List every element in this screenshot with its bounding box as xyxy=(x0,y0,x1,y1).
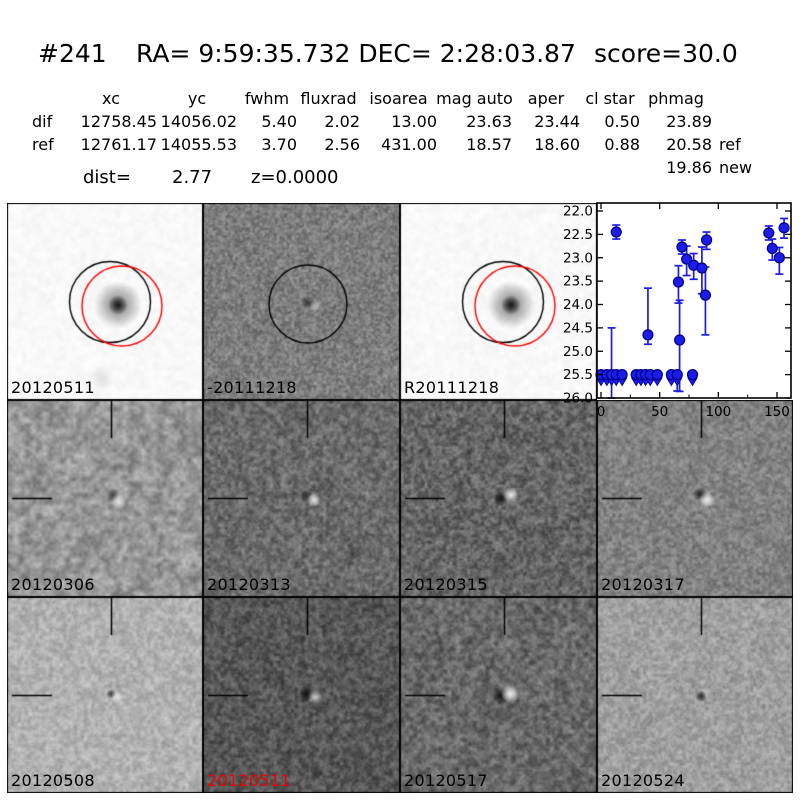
svg-text:100: 100 xyxy=(705,404,731,420)
dist-label: dist= xyxy=(83,167,131,188)
panel-date-label: 20120306 xyxy=(11,575,95,594)
lightcurve-plot: 0 50 100 150 22.0 22.5 23.0 23.5 24.0 24.5 25.0 25.… xyxy=(563,202,792,421)
panel-date-label: -20111218 xyxy=(207,378,297,397)
table-column-header: aper xyxy=(527,89,565,108)
table-cell: 19.86 xyxy=(666,158,712,177)
table-cell: 13.00 xyxy=(391,112,437,131)
stamp-image-20120511 xyxy=(203,597,400,793)
stamp-image-20120517 xyxy=(400,597,597,793)
svg-text:24.0: 24.0 xyxy=(563,297,593,313)
redshift-value: z=0.0000 xyxy=(251,167,339,188)
table-column-header: fwhm xyxy=(244,89,290,108)
table-cell: 23.44 xyxy=(534,112,580,131)
stamp-image-20120524 xyxy=(597,597,793,793)
panel-date-label: 20120524 xyxy=(601,771,685,790)
dist-redshift-line: dist= 2.77 z=0.0000 xyxy=(0,167,800,191)
panel-date-label: 20120317 xyxy=(601,575,685,594)
table-cell: 14055.53 xyxy=(160,135,237,154)
table-cell: 14056.02 xyxy=(160,112,237,131)
candidate-id: #241 xyxy=(38,39,107,68)
svg-text:50: 50 xyxy=(651,404,668,420)
dist-value: 2.77 xyxy=(172,167,213,188)
stamp-image-20120315 xyxy=(400,400,597,597)
table-column-header: fluxrad xyxy=(300,89,357,108)
plot-frame xyxy=(596,202,792,399)
table-column-header: mag auto xyxy=(436,89,513,108)
photometry-table: xc yc fwhm fluxrad isoarea mag auto aper cl sta… xyxy=(0,0,800,200)
table-cell: 3.70 xyxy=(261,135,297,154)
stamp-image-20120511 xyxy=(7,203,203,400)
table-row-label: dif xyxy=(32,112,53,131)
table-column-header: xc xyxy=(102,89,120,108)
table-cell: 0.50 xyxy=(604,112,640,131)
stamp-image-20111218 xyxy=(203,203,400,400)
table-cell: 18.60 xyxy=(534,135,580,154)
figure-title: #241 RA= 9:59:35.732 DEC= 2:28:03.87 sco… xyxy=(0,40,800,70)
panel-date-label: 20120313 xyxy=(207,575,291,594)
table-cell: 431.00 xyxy=(381,135,437,154)
table-cell: 23.89 xyxy=(666,112,712,131)
svg-text:22.0: 22.0 xyxy=(563,204,593,220)
table-cell: 2.56 xyxy=(324,135,360,154)
table-row-suffix: new xyxy=(719,158,753,177)
table-cell: 12758.45 xyxy=(80,112,157,131)
coordinates-text: RA= 9:59:35.732 DEC= 2:28:03.87 xyxy=(136,39,576,68)
table-cell: 5.40 xyxy=(261,112,297,131)
table-column-header: isoarea xyxy=(369,89,428,108)
table-column-header: phmag xyxy=(648,89,704,108)
score-text: score=30.0 xyxy=(594,39,738,68)
table-row-label: ref xyxy=(32,135,54,154)
table-cell: 12761.17 xyxy=(80,135,157,154)
panel-date-label: 20120511 xyxy=(207,771,291,790)
table-column-header: cl star xyxy=(585,89,635,108)
table-cell: 2.02 xyxy=(324,112,360,131)
svg-text:150: 150 xyxy=(764,404,790,420)
plot-background xyxy=(597,203,791,398)
stamp-image-R20111218 xyxy=(400,203,597,400)
stamp-image-20120306 xyxy=(7,400,203,597)
table-cell: 20.58 xyxy=(666,135,712,154)
table-row-suffix: ref xyxy=(719,135,741,154)
svg-text:25.0: 25.0 xyxy=(563,344,593,360)
panel-date-label: 20120517 xyxy=(404,771,488,790)
svg-text:22.5: 22.5 xyxy=(563,227,593,243)
panel-date-label: R20111218 xyxy=(404,378,500,397)
panel-date-label: 20120511 xyxy=(11,378,95,397)
table-cell: 0.88 xyxy=(604,135,640,154)
panel-date-label: 20120315 xyxy=(404,575,488,594)
svg-text:24.5: 24.5 xyxy=(563,320,593,336)
panel-date-label: 20120508 xyxy=(11,771,95,790)
axis-tick-labels: 0 50 100 150 22.0 22.5 23.0 23.5 24.0 24.5 25.0 25.… xyxy=(563,204,790,421)
stamp-image-20120313 xyxy=(203,400,400,597)
svg-text:23.5: 23.5 xyxy=(563,274,593,290)
stamp-image-20120317 xyxy=(597,400,793,597)
stamp-image-20120508 xyxy=(7,597,203,793)
table-column-header: yc xyxy=(187,89,207,108)
table-cell: 18.57 xyxy=(466,135,512,154)
table-cell: 23.63 xyxy=(466,112,512,131)
svg-text:23.0: 23.0 xyxy=(563,250,593,266)
svg-text:26.0: 26.0 xyxy=(563,391,593,407)
lightcurve-points xyxy=(595,222,790,387)
svg-text:25.5: 25.5 xyxy=(563,367,593,383)
svg-text:0: 0 xyxy=(597,404,606,420)
